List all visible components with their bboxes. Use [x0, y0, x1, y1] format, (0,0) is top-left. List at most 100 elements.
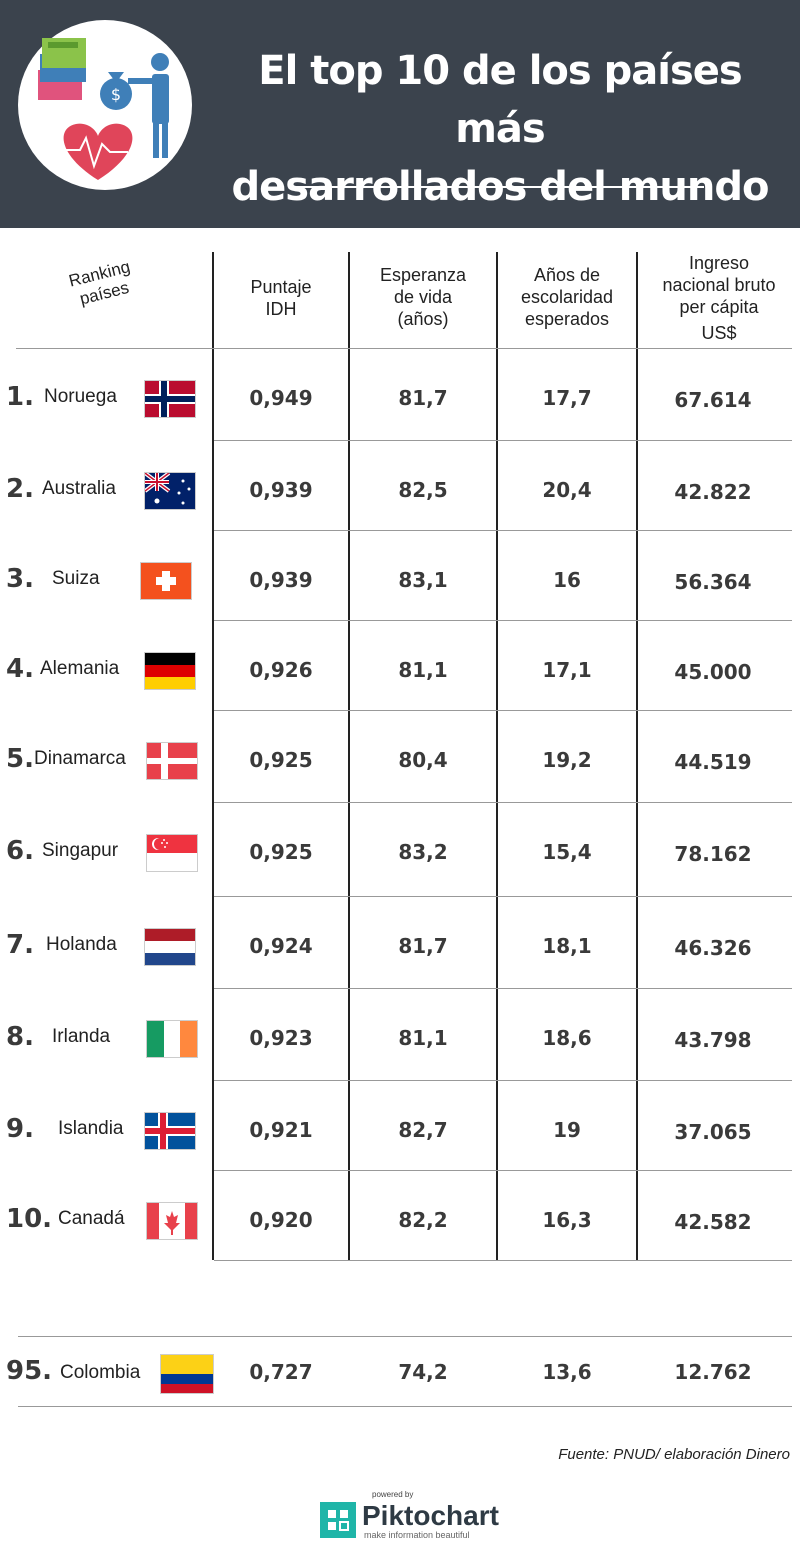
netherlands-flag — [144, 928, 196, 966]
schooling-value: 13,6 — [542, 1360, 592, 1384]
germany-flag — [144, 652, 196, 690]
column-divider — [636, 252, 638, 1260]
row-divider — [214, 710, 792, 711]
rank-number: 3. — [6, 564, 34, 594]
schooling-value: 17,1 — [542, 658, 592, 682]
income-value: 42.582 — [674, 1210, 752, 1234]
row-divider — [16, 348, 792, 349]
iceland-flag — [144, 1112, 196, 1150]
piktochart-tagline: make information beautiful — [364, 1530, 470, 1540]
rank-number: 4. — [6, 654, 34, 684]
income-value: 46.326 — [674, 936, 752, 960]
norway-flag — [144, 380, 196, 418]
country-name: Alemania — [40, 658, 120, 679]
rank-number: 2. — [6, 474, 34, 504]
life-expectancy-value: 83,2 — [398, 840, 448, 864]
idh-value: 0,925 — [249, 748, 313, 772]
country-name: Dinamarca — [34, 748, 126, 769]
table-row: 10. Canadá 0,920 82,2 16,3 42.582 — [0, 1174, 800, 1260]
country-name: Singapur — [42, 840, 119, 861]
row-divider — [18, 1336, 792, 1337]
rank-number: 6. — [6, 836, 34, 866]
rank-number: 9. — [6, 1114, 34, 1144]
life-expectancy-value: 80,4 — [398, 748, 448, 772]
country-name: Suiza — [52, 568, 100, 589]
country-name: Australia — [42, 478, 116, 499]
rank-number: 7. — [6, 930, 34, 960]
development-icon: $ — [38, 38, 169, 180]
row-divider — [18, 1406, 792, 1407]
idh-value: 0,926 — [249, 658, 313, 682]
income-value: 78.162 — [674, 842, 752, 866]
income-header-line3: per cápita — [679, 297, 759, 317]
income-value: 44.519 — [674, 750, 752, 774]
rank-number: 1. — [6, 382, 34, 412]
idh-header: Puntaje IDH — [214, 276, 348, 320]
country-name: Noruega — [44, 386, 117, 407]
income-header-line1: Ingreso — [688, 253, 750, 273]
denmark-flag — [146, 742, 198, 780]
table-row: 7. Holanda 0,924 81,7 18,1 46.326 — [0, 900, 800, 986]
idh-value: 0,939 — [249, 478, 313, 502]
colombia-row: 95. Colombia 0,727 74,2 13,6 12.762 — [0, 1340, 800, 1404]
life-expectancy-header: Esperanza de vida (años) — [350, 264, 496, 330]
table-row: 9. Islandia 0,921 82,7 19 37.065 — [0, 1084, 800, 1170]
canada-flag — [146, 1202, 198, 1240]
income-header-line2: nacional bruto — [662, 275, 776, 295]
life-expectancy-value: 81,1 — [398, 658, 448, 682]
rank-number: 95. — [6, 1356, 53, 1386]
ireland-flag — [146, 1020, 198, 1058]
country-name: Canadá — [58, 1208, 125, 1229]
australia-flag — [144, 472, 196, 510]
income-value: 56.364 — [674, 570, 752, 594]
idh-header-line1: Puntaje — [250, 277, 312, 297]
header-banner: $ El top 10 de los países más desarrolla… — [0, 0, 800, 228]
row-divider — [214, 620, 792, 621]
piktochart-logo-icon — [320, 1502, 356, 1538]
column-divider — [212, 252, 214, 1260]
income-value: 12.762 — [674, 1360, 752, 1384]
life-expectancy-value: 81,1 — [398, 1026, 448, 1050]
table-row: 3. Suiza 0,939 83,1 16 56.364 — [0, 534, 800, 620]
schooling-value: 17,7 — [542, 386, 592, 410]
row-divider — [214, 988, 792, 989]
schooling-header-line3: esperados — [524, 309, 610, 329]
life-expectancy-value: 81,7 — [398, 386, 448, 410]
ranking-header: Ranking países — [49, 252, 156, 315]
idh-value: 0,925 — [249, 840, 313, 864]
powered-by-label: powered by — [372, 1490, 414, 1499]
income-value: 67.614 — [674, 388, 752, 412]
life-expectancy-value: 74,2 — [398, 1360, 448, 1384]
rank-number: 8. — [6, 1022, 34, 1052]
row-divider — [214, 1170, 792, 1171]
country-name: Islandia — [58, 1118, 124, 1139]
row-divider — [214, 1260, 792, 1261]
idh-value: 0,939 — [249, 568, 313, 592]
idh-value: 0,924 — [249, 934, 313, 958]
row-divider — [214, 530, 792, 531]
title-underline — [292, 186, 704, 188]
schooling-value: 20,4 — [542, 478, 592, 502]
life-expectancy-value: 81,7 — [398, 934, 448, 958]
life-expectancy-value: 82,7 — [398, 1118, 448, 1142]
schooling-value: 16 — [553, 568, 581, 592]
country-name: Holanda — [46, 934, 117, 955]
table-row: 1. Noruega 0,949 81,7 17,7 67.614 — [0, 352, 800, 438]
row-divider — [214, 1080, 792, 1081]
life-header-line3: (años) — [397, 309, 449, 329]
singapore-flag — [146, 834, 198, 872]
schooling-header-line2: escolaridad — [520, 287, 614, 307]
life-expectancy-value: 83,1 — [398, 568, 448, 592]
income-value: 45.000 — [674, 660, 752, 684]
development-icons-circle: $ — [18, 20, 192, 190]
idh-header-line2: IDH — [265, 299, 297, 319]
country-name: Colombia — [60, 1362, 141, 1383]
table-row: 5. Dinamarca 0,925 80,4 19,2 44.519 — [0, 714, 800, 800]
svg-text:$: $ — [111, 85, 121, 104]
schooling-value: 18,6 — [542, 1026, 592, 1050]
life-expectancy-value: 82,2 — [398, 1208, 448, 1232]
country-name: Irlanda — [52, 1026, 111, 1047]
income-value: 43.798 — [674, 1028, 752, 1052]
table-row: 4. Alemania 0,926 81,1 17,1 45.000 — [0, 624, 800, 710]
source-note: Fuente: PNUD/ elaboración Dinero — [558, 1446, 790, 1463]
